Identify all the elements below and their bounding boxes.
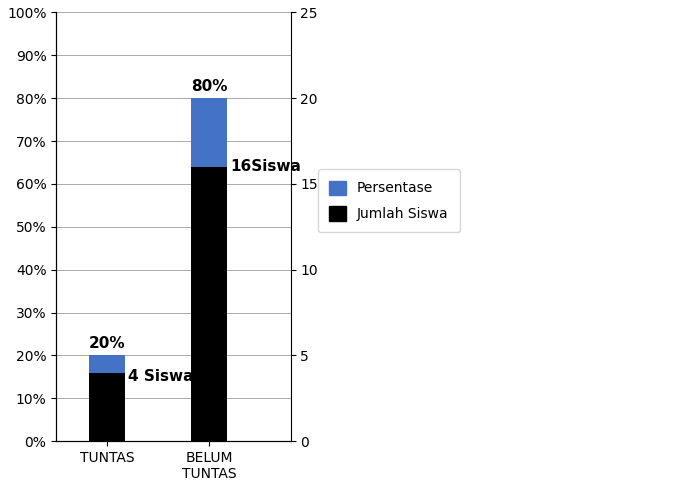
Text: 80%: 80% [191, 79, 228, 94]
Bar [90, 372, 125, 441]
Text: 4 Siswa: 4 Siswa [128, 369, 194, 385]
Bar [90, 355, 125, 372]
Text: 20%: 20% [89, 336, 126, 351]
Text: 16Siswa: 16Siswa [230, 159, 301, 174]
Bar [192, 98, 227, 167]
Bar [192, 167, 227, 441]
Legend: Persentase, Jumlah Siswa: Persentase, Jumlah Siswa [318, 169, 459, 232]
